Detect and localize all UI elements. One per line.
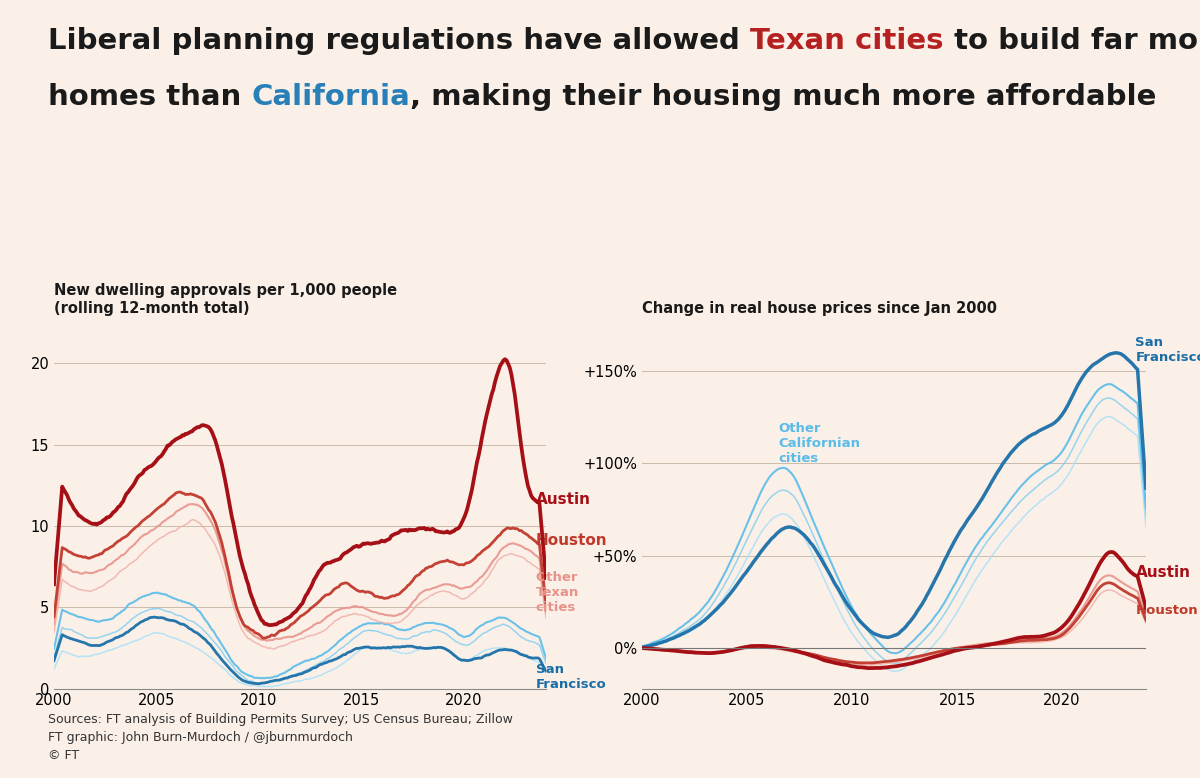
Text: Change in real house prices since Jan 2000: Change in real house prices since Jan 20…: [642, 301, 997, 316]
Text: Houston: Houston: [535, 533, 607, 548]
Text: San
Francisco: San Francisco: [1135, 336, 1200, 364]
Text: to build far more: to build far more: [943, 27, 1200, 55]
Text: Houston: Houston: [1135, 604, 1198, 617]
Text: Liberal planning regulations have allowed: Liberal planning regulations have allowe…: [48, 27, 750, 55]
Text: Austin: Austin: [535, 492, 590, 507]
Text: New dwelling approvals per 1,000 people
(rolling 12-month total): New dwelling approvals per 1,000 people …: [54, 283, 397, 316]
Text: Other
Californian
cities: Other Californian cities: [779, 422, 860, 465]
Text: , making their housing much more affordable: , making their housing much more afforda…: [410, 83, 1157, 111]
Text: San
Francisco: San Francisco: [535, 663, 606, 691]
Text: Other
Texan
cities: Other Texan cities: [535, 571, 580, 614]
Text: California: California: [251, 83, 410, 111]
Text: Austin: Austin: [1135, 566, 1190, 580]
Text: Sources: FT analysis of Building Permits Survey; US Census Bureau; Zillow
FT gra: Sources: FT analysis of Building Permits…: [48, 713, 512, 762]
Text: homes than: homes than: [48, 83, 251, 111]
Text: Texan cities: Texan cities: [750, 27, 943, 55]
